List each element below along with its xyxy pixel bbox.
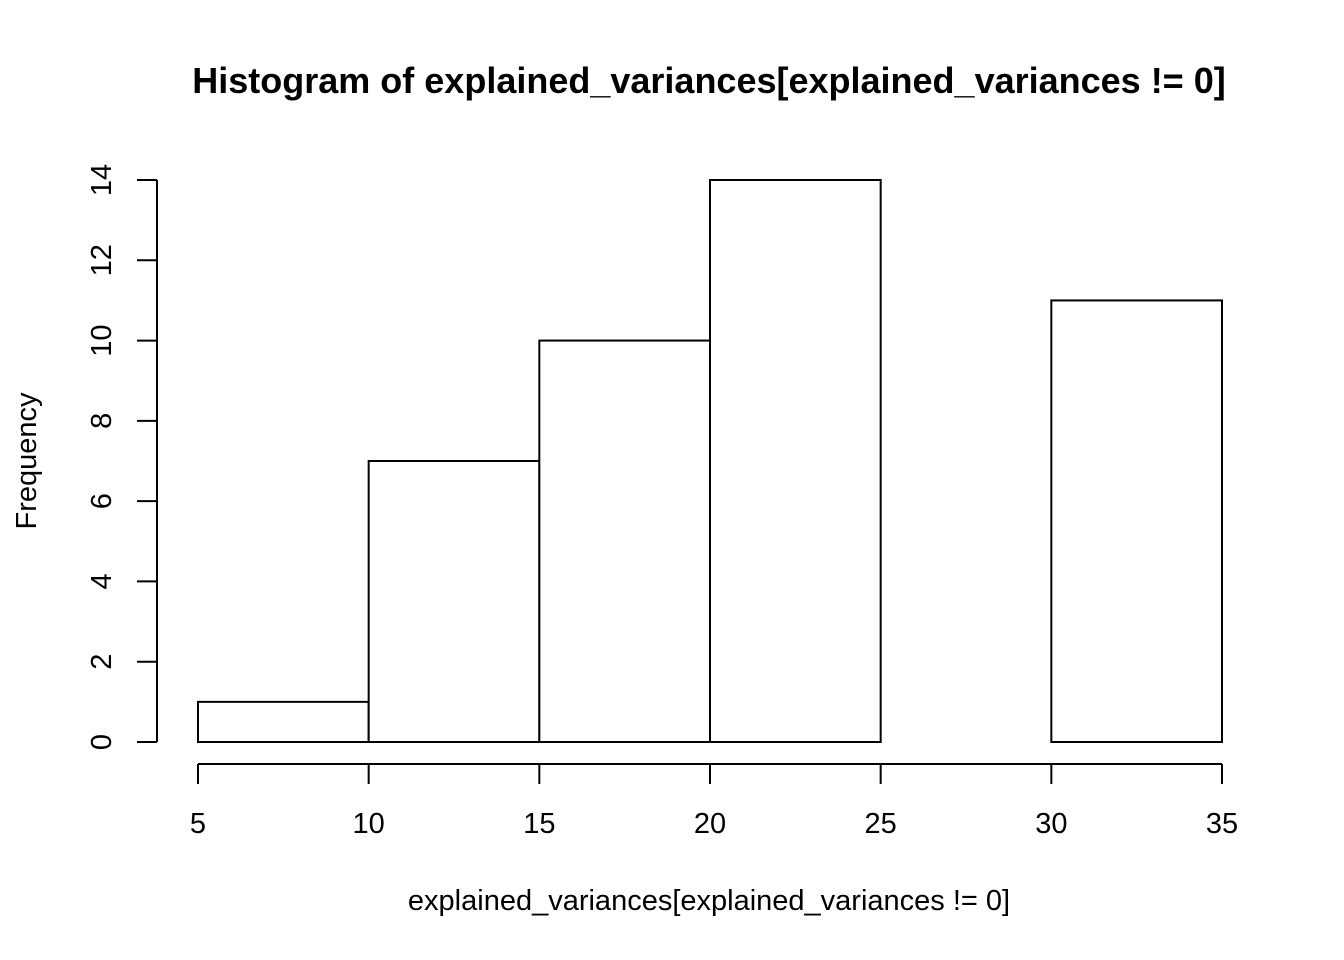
- histogram-bar: [1050, 299, 1224, 743]
- histogram-bar: [538, 339, 711, 743]
- y-axis: 0 2 4 6 8 10 12 14: [86, 164, 158, 750]
- y-tick-label: 2: [86, 654, 118, 670]
- y-axis-label: Frequency: [11, 392, 43, 530]
- histogram-bar: [197, 700, 370, 743]
- x-tick-label: 10: [353, 808, 385, 840]
- x-tick-label: 20: [694, 808, 726, 840]
- chart-title: Histogram of explained_variances[explain…: [192, 60, 1225, 101]
- y-tick-label: 0: [86, 734, 118, 750]
- histogram-bar: [709, 179, 882, 743]
- bars-group: [197, 179, 1224, 743]
- y-tick-label: 6: [86, 493, 118, 509]
- x-tick-label: 35: [1206, 808, 1238, 840]
- y-tick-label: 12: [86, 244, 118, 276]
- y-tick-label: 8: [86, 413, 118, 429]
- x-tick-label: 25: [865, 808, 897, 840]
- x-tick-label: 5: [190, 808, 206, 840]
- x-axis: 5 10 15 20 25 30 35: [190, 763, 1238, 840]
- y-tick-label: 10: [86, 324, 118, 356]
- x-tick-label: 15: [523, 808, 555, 840]
- y-tick-label: 4: [86, 573, 118, 589]
- y-tick-label: 14: [86, 164, 118, 196]
- x-tick-label: 30: [1035, 808, 1067, 840]
- histogram-bar: [367, 460, 541, 743]
- x-axis-label: explained_variances[explained_variances …: [408, 885, 1010, 917]
